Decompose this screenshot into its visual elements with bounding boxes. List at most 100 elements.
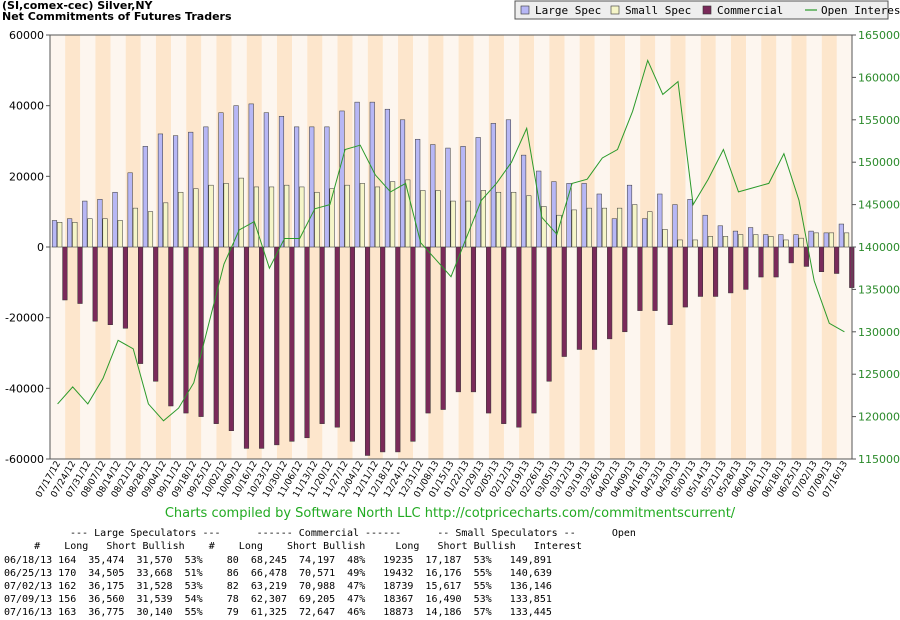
- bar-small-spec: [541, 206, 547, 248]
- bar-small-spec: [692, 239, 698, 248]
- legend-swatch: [702, 5, 712, 15]
- bar-small-spec: [495, 191, 502, 248]
- bar-small-spec: [738, 234, 744, 248]
- bar-large-spec: [732, 230, 738, 248]
- bar-large-spec: [324, 126, 330, 248]
- right-tick-label: 165000: [858, 29, 900, 42]
- bar-commercial: [516, 246, 522, 428]
- bar-large-spec: [838, 223, 844, 248]
- bar-small-spec: [57, 222, 63, 248]
- bar-commercial: [667, 246, 673, 325]
- bar-small-spec: [662, 229, 668, 248]
- bar-commercial: [773, 246, 779, 278]
- bar-large-spec: [763, 234, 769, 248]
- bar-commercial: [803, 246, 809, 267]
- bar-small-spec: [707, 236, 713, 248]
- bar-large-spec: [248, 103, 254, 248]
- bar-commercial: [425, 246, 431, 414]
- table-row: 07/02/13 162 36,175 31,528 53% 82 63,219…: [4, 581, 552, 592]
- bar-small-spec: [147, 211, 154, 248]
- bar-large-spec: [188, 131, 194, 248]
- table-row: 06/25/13 170 34,505 33,668 51% 86 66,478…: [4, 568, 552, 579]
- bar-commercial: [697, 246, 703, 297]
- left-tick-label: 20000: [9, 170, 44, 183]
- bar-commercial: [77, 246, 83, 304]
- bar-commercial: [168, 246, 174, 407]
- right-tick-label: 120000: [858, 411, 900, 424]
- bar-small-spec: [617, 207, 623, 248]
- bar-large-spec: [490, 123, 496, 248]
- left-tick-label: -20000: [5, 312, 44, 325]
- bar-large-spec: [521, 154, 527, 248]
- bar-commercial: [153, 246, 159, 382]
- bar-large-spec: [581, 183, 587, 248]
- bar-commercial: [349, 246, 355, 442]
- bar-large-spec: [112, 191, 118, 248]
- bar-commercial: [334, 246, 340, 428]
- bar-commercial: [410, 246, 416, 442]
- bar-commercial: [834, 246, 840, 274]
- bar-large-spec: [626, 184, 633, 248]
- bar-small-spec: [359, 183, 365, 248]
- bar-small-spec: [314, 191, 320, 248]
- bar-commercial: [228, 246, 234, 431]
- bar-large-spec: [672, 204, 678, 248]
- bar-small-spec: [722, 236, 729, 248]
- bar-commercial: [198, 246, 204, 417]
- right-tick-label: 160000: [858, 71, 900, 84]
- left-tick-label: 60000: [9, 29, 44, 42]
- right-tick-label: 150000: [858, 156, 900, 169]
- bar-small-spec: [632, 204, 638, 248]
- legend-label: Small Spec: [625, 4, 691, 17]
- bar-small-spec: [405, 179, 411, 248]
- bar-commercial: [486, 246, 492, 414]
- bar-commercial: [818, 246, 825, 272]
- bar-large-spec: [233, 105, 239, 248]
- bar-small-spec: [163, 202, 169, 248]
- bar-large-spec: [717, 225, 723, 248]
- open-interest-line: [57, 58, 845, 422]
- bar-small-spec: [102, 218, 108, 248]
- bar-small-spec: [178, 191, 184, 248]
- bar-commercial: [107, 246, 113, 325]
- bar-small-spec: [374, 186, 381, 248]
- bar-small-spec: [450, 200, 456, 248]
- bar-commercial: [652, 246, 658, 311]
- bar-small-spec: [208, 184, 214, 248]
- bar-commercial: [591, 246, 598, 350]
- bar-large-spec: [430, 144, 436, 248]
- bar-small-spec: [329, 188, 335, 248]
- bar-commercial: [274, 246, 280, 446]
- table-header-2: # Long Short Bullish # Long Short Bullis…: [4, 541, 582, 552]
- legend-box: [514, 0, 889, 20]
- right-tick-label: 135000: [858, 283, 900, 296]
- bar-large-spec: [657, 193, 663, 248]
- bar-large-spec: [339, 110, 345, 248]
- bar-commercial: [304, 246, 310, 439]
- bar-commercial: [440, 246, 446, 410]
- bar-commercial: [546, 246, 552, 382]
- left-tick-label: -40000: [5, 382, 44, 395]
- bar-commercial: [758, 246, 764, 278]
- table-row: 07/16/13 163 36,775 30,140 55% 79 61,325…: [4, 607, 552, 618]
- table-row: 07/09/13 156 36,560 31,539 54% 78 62,307…: [4, 594, 552, 605]
- bar-commercial: [380, 246, 386, 453]
- bar-large-spec: [263, 112, 269, 248]
- right-tick-label: 140000: [858, 241, 900, 254]
- bar-small-spec: [783, 239, 789, 248]
- bar-small-spec: [253, 186, 259, 248]
- legend-swatch: [610, 5, 620, 15]
- chart-area: -60000 -40000 -20000 0 20000 40000 60000 115000…: [5, 0, 900, 500]
- bar-small-spec: [435, 190, 441, 248]
- bar-large-spec: [294, 126, 300, 248]
- bar-commercial: [62, 246, 68, 301]
- bar-small-spec: [556, 214, 562, 248]
- bar-large-spec: [384, 108, 390, 248]
- bar-commercial: [788, 246, 794, 264]
- legend-label: Open Interest: [821, 4, 900, 17]
- right-tick-label: 130000: [858, 326, 900, 339]
- bar-small-spec: [87, 218, 93, 248]
- bar-large-spec: [778, 234, 784, 248]
- bar-small-spec: [72, 222, 78, 248]
- bar-large-spec: [67, 218, 73, 248]
